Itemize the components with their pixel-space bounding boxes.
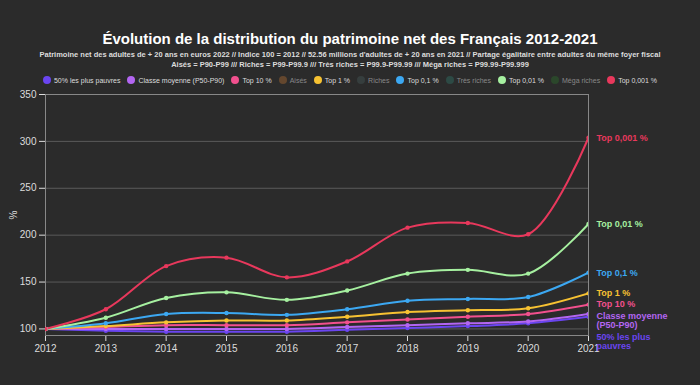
html-text:Classe moyenne (P50-P90): Classe moyenne (P50-P90)	[138, 76, 225, 84]
svg-text:Top 0,01 %: Top 0,01 %	[597, 219, 643, 229]
svg-text:150: 150	[20, 276, 37, 287]
html-text:50% les plus pauvres: 50% les plus pauvres	[53, 76, 121, 84]
svg-text:Top 0,001 %: Top 0,001 %	[597, 133, 648, 143]
svg-text:%: %	[8, 210, 19, 219]
svg-text:2016: 2016	[276, 343, 299, 354]
html-text:Riches: Riches	[368, 76, 390, 84]
html-text:Méga riches: Méga riches	[562, 76, 601, 84]
html-text:Top 1 %: Top 1 %	[324, 76, 351, 84]
html-text:Top 10 %: Top 10 %	[242, 76, 272, 84]
html-text:Aisés: Aisés	[289, 76, 307, 84]
svg-text:200: 200	[20, 229, 37, 240]
svg-text:2012: 2012	[34, 343, 57, 354]
svg-text:250: 250	[20, 182, 37, 193]
svg-text:Top 10 %: Top 10 %	[597, 299, 636, 309]
html-text:Aisés = P90-P99 /// Riches = P: Aisés = P90-P99 /// Riches = P99-P99.9 /…	[171, 60, 529, 69]
svg-text:2020: 2020	[517, 343, 540, 354]
svg-text:2018: 2018	[396, 343, 419, 354]
svg-text:50% les pluspauvres: 50% les pluspauvres	[597, 332, 651, 351]
svg-text:Classe moyenne(P50-P90): Classe moyenne(P50-P90)	[597, 311, 668, 330]
html-text:Évolution de la distribution d: Évolution de la distribution du patrimoi…	[102, 30, 598, 47]
svg-text:2013: 2013	[95, 343, 118, 354]
html-text:Top 0,1 %: Top 0,1 %	[407, 76, 439, 84]
html-text:Top 0,01 %: Top 0,01 %	[509, 76, 544, 84]
html-text:Top 0,001 %: Top 0,001 %	[618, 76, 658, 84]
svg-text:2014: 2014	[155, 343, 178, 354]
html-text:Patrimoine net des adultes de: Patrimoine net des adultes de + 20 ans e…	[39, 50, 661, 59]
svg-text:2019: 2019	[457, 343, 480, 354]
svg-text:2015: 2015	[215, 343, 238, 354]
svg-text:2021: 2021	[577, 342, 600, 354]
svg-text:300: 300	[20, 136, 37, 147]
svg-text:100: 100	[20, 323, 37, 334]
svg-text:Top 0,1 %: Top 0,1 %	[597, 268, 638, 278]
svg-text:Top 1 %: Top 1 %	[597, 288, 631, 298]
html-text:Très riches: Très riches	[456, 76, 491, 84]
svg-text:2017: 2017	[336, 343, 359, 354]
svg-text:350: 350	[20, 89, 37, 100]
